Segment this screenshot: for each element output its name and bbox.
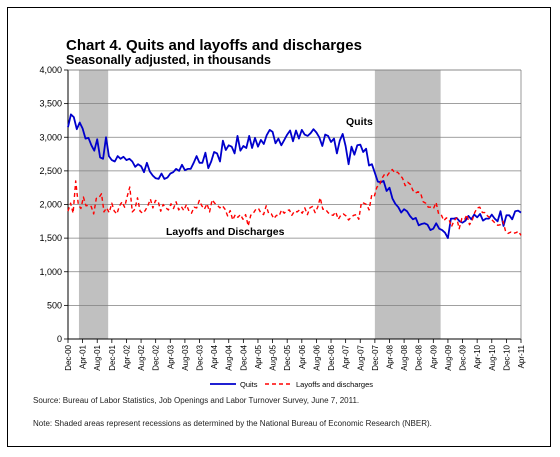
x-tick-label: Aug-06 — [312, 344, 321, 370]
x-tick-label: Apr-04 — [210, 344, 219, 369]
x-tick-label: Apr-07 — [342, 344, 351, 369]
x-tick-label: Apr-02 — [122, 344, 131, 369]
source-note: Source: Bureau of Labor Statistics, Job … — [33, 396, 360, 405]
x-tick-label: Apr-03 — [166, 344, 175, 369]
series-line-layoffs-and-discharges — [67, 168, 522, 236]
y-tick-label: 1,500 — [39, 233, 62, 243]
x-tick-label: Aug-10 — [488, 344, 497, 370]
y-tick-label: 2,500 — [39, 166, 62, 176]
y-tick-label: 4,000 — [39, 65, 62, 75]
x-tick-label: Apr-08 — [385, 344, 394, 369]
x-tick-label: Apr-10 — [473, 344, 482, 369]
x-tick-label: Dec-05 — [283, 344, 292, 370]
x-tick-label: Aug-07 — [356, 344, 365, 370]
x-tick-label: Dec-04 — [239, 344, 248, 370]
x-tick-label: Dec-10 — [502, 344, 511, 370]
series-line-quits — [67, 113, 522, 240]
legend-label-quits: Quits — [240, 380, 258, 389]
x-tick-label: Apr-11 — [517, 344, 526, 368]
y-tick-label: 3,000 — [39, 132, 62, 142]
x-tick-label: Dec-08 — [415, 344, 424, 370]
x-tick-label: Aug-05 — [269, 344, 278, 370]
chart-title: Chart 4. Quits and layoffs and discharge… — [66, 37, 362, 54]
x-tick-label: Dec-00 — [64, 344, 73, 370]
x-tick-label: Apr-01 — [79, 344, 88, 369]
x-tick-label: Dec-06 — [327, 344, 336, 370]
chart-subtitle: Seasonally adjusted, in thousands — [66, 53, 271, 67]
annotation-layoffs: Layoffs and Discharges — [166, 226, 285, 238]
annotation-quits: Quits — [346, 116, 373, 128]
x-tick-label: Aug-01 — [93, 344, 102, 370]
y-tick-label: 500 — [47, 300, 62, 310]
x-tick-label: Aug-02 — [137, 344, 146, 370]
x-tick-label: Apr-05 — [254, 344, 263, 369]
y-tick-label: 0 — [57, 334, 62, 344]
y-tick-label: 3,500 — [39, 99, 62, 109]
legend-label-layoffs: Layoffs and discharges — [296, 380, 373, 389]
x-tick-label: Aug-04 — [225, 344, 234, 370]
recession-note: Note: Shaded areas represent recessions … — [33, 419, 432, 428]
x-tick-label: Aug-08 — [400, 344, 409, 370]
x-tick-label: Aug-09 — [444, 344, 453, 370]
x-tick-label: Dec-02 — [152, 344, 161, 370]
x-tick-label: Apr-06 — [298, 344, 307, 369]
x-tick-label: Apr-09 — [429, 344, 438, 369]
y-tick-label: 1,000 — [39, 267, 62, 277]
x-tick-label: Aug-03 — [181, 344, 190, 370]
x-tick-label: Dec-09 — [459, 344, 468, 370]
x-tick-label: Dec-01 — [108, 344, 117, 370]
x-tick-label: Dec-07 — [371, 344, 380, 370]
x-tick-label: Dec-03 — [196, 344, 205, 370]
y-tick-label: 2,000 — [39, 200, 62, 210]
